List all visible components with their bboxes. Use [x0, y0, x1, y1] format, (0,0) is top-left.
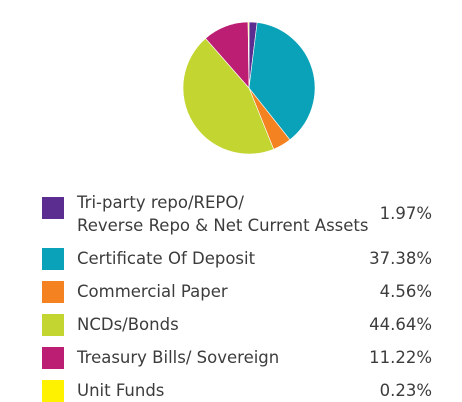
- legend-label: Reverse Repo & Net Current Assets: [77, 216, 369, 235]
- legend-item: Unit Funds 0.23%: [42, 380, 442, 402]
- legend-item: Commercial Paper 4.56%: [42, 281, 442, 303]
- legend-swatch: [42, 281, 64, 303]
- legend-swatch: [42, 347, 64, 369]
- pie-slice-1: [248, 22, 316, 141]
- pie-chart: [182, 21, 316, 155]
- legend-value: 11.22%: [369, 348, 432, 367]
- legend-item: Certificate Of Deposit 37.38%: [42, 248, 442, 270]
- legend-value: 37.38%: [369, 249, 432, 268]
- legend-item: Treasury Bills/ Sovereign 11.22%: [42, 347, 442, 369]
- legend-swatch: [42, 380, 64, 402]
- legend-swatch: [42, 314, 64, 336]
- legend-value: 1.97%: [379, 204, 432, 223]
- legend-label: Certificate Of Deposit: [77, 249, 256, 268]
- legend-label: NCDs/Bonds: [77, 315, 179, 334]
- legend-value: 4.56%: [379, 282, 432, 301]
- legend-swatch: [42, 248, 64, 270]
- legend-label: Unit Funds: [77, 381, 165, 400]
- legend-item: Tri-party repo/REPO/Reverse Repo & Net C…: [42, 192, 442, 236]
- legend-value: 0.23%: [379, 381, 432, 400]
- legend-value: 44.64%: [369, 315, 432, 334]
- pie-slice-5: [247, 21, 250, 89]
- legend-label: Tri-party repo/REPO/: [77, 193, 244, 212]
- legend-item: NCDs/Bonds 44.64%: [42, 314, 442, 336]
- legend-label: Commercial Paper: [77, 282, 228, 301]
- legend-label: Treasury Bills/ Sovereign: [77, 348, 280, 367]
- pie-slice-3: [182, 37, 275, 155]
- legend-swatch: [42, 197, 64, 219]
